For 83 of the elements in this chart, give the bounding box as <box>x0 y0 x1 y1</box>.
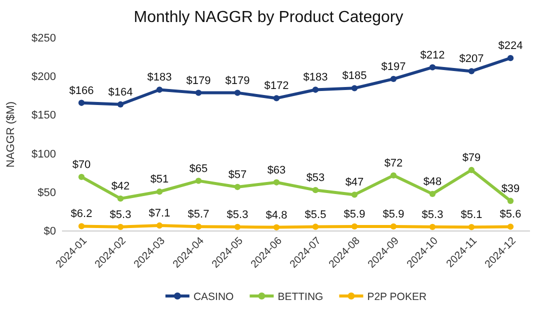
y-tick-label: $50 <box>38 186 56 199</box>
point <box>234 224 241 230</box>
data-label: $224 <box>498 40 523 52</box>
point <box>156 222 163 229</box>
point <box>429 224 436 230</box>
point <box>312 86 319 93</box>
data-label: $72 <box>384 157 403 170</box>
data-label: $6.2 <box>70 208 92 220</box>
data-label: $5.3 <box>110 208 132 221</box>
data-label: $5.9 <box>344 208 366 220</box>
point <box>273 95 280 102</box>
point <box>78 174 85 180</box>
point <box>507 54 514 62</box>
point <box>429 64 436 70</box>
y-tick-label: $100 <box>32 148 56 160</box>
data-label: $183 <box>147 72 172 84</box>
point <box>117 195 124 202</box>
data-label: $5.7 <box>188 208 210 221</box>
data-label: $5.5 <box>304 208 326 221</box>
data-label: $39 <box>501 182 520 195</box>
data-label: $183 <box>303 72 328 84</box>
data-label: $70 <box>72 158 91 171</box>
point <box>273 179 280 186</box>
data-label: $63 <box>267 164 286 176</box>
y-tick-label: $0 <box>44 226 56 238</box>
point <box>195 224 202 230</box>
data-label: $166 <box>69 84 94 97</box>
data-label: $197 <box>381 60 406 73</box>
y-axis-title: NAGGR ($M) <box>5 102 17 168</box>
point <box>468 68 475 74</box>
legend-label: CASINO <box>193 291 234 303</box>
data-label: $5.1 <box>460 209 482 222</box>
point <box>78 223 85 230</box>
point <box>351 223 358 230</box>
chart-title: Monthly NAGGR by Product Category <box>134 9 404 26</box>
point <box>468 224 475 230</box>
point <box>195 90 202 96</box>
point <box>234 184 241 190</box>
point <box>273 224 280 230</box>
point <box>390 223 397 230</box>
y-tick-label: $200 <box>32 71 56 84</box>
data-label: $51 <box>150 174 169 186</box>
point <box>78 100 85 106</box>
point <box>312 224 319 230</box>
point <box>156 86 163 93</box>
point <box>312 187 319 194</box>
point <box>117 224 124 230</box>
point <box>507 224 514 230</box>
point <box>117 101 124 108</box>
data-label: $5.6 <box>500 208 522 221</box>
point <box>390 172 397 178</box>
data-label: $5.3 <box>226 208 248 221</box>
data-label: $7.1 <box>148 208 170 220</box>
data-label: $185 <box>342 70 367 82</box>
data-label: $48 <box>423 176 442 188</box>
data-label: $79 <box>462 152 481 164</box>
point <box>234 90 241 96</box>
point <box>351 85 358 92</box>
data-label: $212 <box>420 49 445 62</box>
point <box>507 198 514 204</box>
data-label: $179 <box>225 74 250 87</box>
data-label: $179 <box>186 74 211 87</box>
point <box>195 178 202 184</box>
legend-label: P2P POKER <box>367 291 427 303</box>
data-label: $53 <box>306 172 325 184</box>
point <box>429 190 436 198</box>
legend-label: BETTING <box>278 291 324 303</box>
data-label: $42 <box>111 180 130 193</box>
data-label: $5.9 <box>382 208 404 220</box>
data-label: $172 <box>264 80 289 92</box>
point <box>390 76 397 82</box>
data-label: $65 <box>189 162 208 175</box>
data-label: $4.8 <box>266 209 288 222</box>
point <box>468 166 475 174</box>
data-label: $57 <box>228 168 247 181</box>
y-tick-label: $250 <box>32 32 56 45</box>
point <box>351 192 358 198</box>
y-tick-label: $150 <box>32 110 56 122</box>
data-label: $5.3 <box>422 208 444 221</box>
point <box>156 188 163 195</box>
data-label: $164 <box>108 86 133 98</box>
data-label: $207 <box>459 53 484 66</box>
data-label: $47 <box>345 176 364 189</box>
